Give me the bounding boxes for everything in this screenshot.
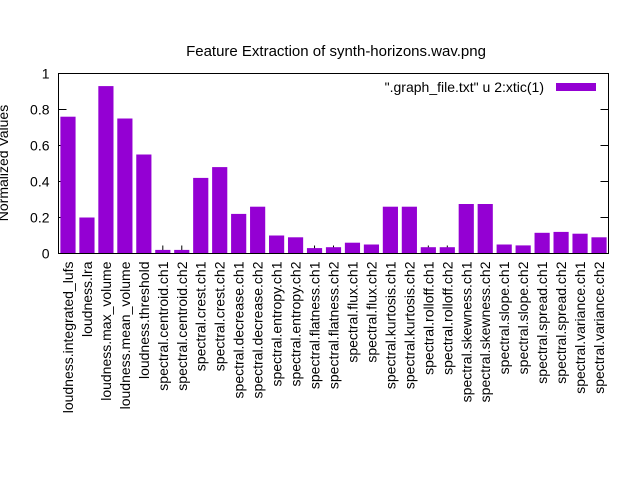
x-tick-label: spectral.entropy.ch2 xyxy=(288,261,304,386)
bar-spectral.slope.ch2 xyxy=(515,245,531,254)
bar-spectral.skewness.ch1 xyxy=(458,204,474,254)
x-tick-label: spectral.centroid.ch2 xyxy=(174,261,190,390)
x-tick-label: spectral.flux.ch2 xyxy=(363,261,379,362)
legend: ".graph_file.txt" u 2:xtic(1) xyxy=(385,79,596,95)
bars xyxy=(60,86,607,254)
x-tick-label: spectral.kurtosis.ch1 xyxy=(382,261,398,389)
bar-spectral.crest.ch1 xyxy=(193,177,209,254)
bar-spectral.variance.ch2 xyxy=(591,237,607,254)
y-tick-label: 0.8 xyxy=(30,102,50,118)
x-tick-label: spectral.rolloff.ch2 xyxy=(439,261,455,375)
x-tick-label: loudness.mean_volume xyxy=(117,261,133,409)
bar-spectral.kurtosis.ch1 xyxy=(382,206,398,254)
bar-spectral.slope.ch1 xyxy=(496,244,512,254)
bar-spectral.flux.ch1 xyxy=(344,242,361,254)
x-tick-label: loudness.threshold xyxy=(136,262,152,380)
plot-frame xyxy=(58,73,609,254)
y-tick-label: 0 xyxy=(42,246,50,262)
x-tick-label: spectral.crest.ch1 xyxy=(193,261,209,371)
y-axis-label: Normalized Values xyxy=(0,105,11,221)
y-tick-label: 0.2 xyxy=(30,210,50,226)
bar-loudness.integrated_lufs xyxy=(60,116,76,254)
bar-spectral.rolloff.ch1 xyxy=(420,247,436,254)
x-tick-label: loudness.max_volume xyxy=(98,261,114,401)
y-tick-label: 0.6 xyxy=(30,138,50,154)
bar-spectral.variance.ch1 xyxy=(572,233,588,254)
x-tick-label: spectral.variance.ch1 xyxy=(572,261,588,394)
bar-spectral.rolloff.ch2 xyxy=(439,247,455,254)
x-tick-label: spectral.entropy.ch1 xyxy=(269,261,285,386)
x-tick-label: spectral.rolloff.ch1 xyxy=(420,261,436,375)
x-tick-label: spectral.skewness.ch1 xyxy=(458,261,474,402)
x-tick-label: spectral.crest.ch2 xyxy=(212,261,228,371)
y-tick-label: 1 xyxy=(42,66,50,82)
x-tick-label: spectral.slope.ch1 xyxy=(496,261,512,374)
y-tick-labels: 0 0.2 0.4 0.6 0.8 1 xyxy=(30,66,50,262)
bar-spectral.decrease.ch2 xyxy=(250,206,266,254)
bar-loudness.threshold xyxy=(136,154,152,254)
bar-spectral.skewness.ch2 xyxy=(477,204,493,254)
bar-spectral.crest.ch2 xyxy=(212,167,228,254)
bar-loudness.max_volume xyxy=(98,86,114,254)
bar-spectral.flatness.ch2 xyxy=(325,247,342,254)
legend-swatch xyxy=(556,83,596,91)
x-tick-label: loudness.integrated_lufs xyxy=(60,262,76,414)
x-tick-label: spectral.flatness.ch2 xyxy=(326,261,342,389)
bar-spectral.decrease.ch1 xyxy=(231,213,247,254)
x-tick-label: spectral.decrease.ch2 xyxy=(250,261,266,398)
bar-spectral.spread.ch1 xyxy=(534,232,550,254)
bar-spectral.kurtosis.ch2 xyxy=(401,206,417,254)
x-tick-label: spectral.centroid.ch1 xyxy=(155,261,171,390)
x-tick-label: spectral.variance.ch2 xyxy=(591,261,607,394)
bar-spectral.entropy.ch1 xyxy=(269,235,285,254)
bar-spectral.entropy.ch2 xyxy=(287,237,304,254)
x-tick-label: spectral.spread.ch1 xyxy=(534,261,550,383)
x-tick-labels: loudness.integrated_lufs loudness.lra loud… xyxy=(60,261,607,413)
x-tick-label: spectral.flatness.ch1 xyxy=(307,261,323,389)
bar-loudness.lra xyxy=(79,217,95,254)
bar-spectral.flux.ch2 xyxy=(363,244,380,254)
x-tick-label: spectral.flux.ch1 xyxy=(344,261,360,362)
x-tick-label: spectral.kurtosis.ch2 xyxy=(401,261,417,389)
bar-spectral.spread.ch2 xyxy=(553,231,569,254)
x-tick-label: spectral.spread.ch2 xyxy=(553,261,569,383)
x-tick-label: spectral.slope.ch2 xyxy=(515,261,531,374)
chart-title: Feature Extraction of synth-horizons.wav… xyxy=(186,43,486,60)
x-tick-label: spectral.skewness.ch2 xyxy=(477,261,493,402)
x-tick-label: loudness.lra xyxy=(79,261,95,337)
legend-label: ".graph_file.txt" u 2:xtic(1) xyxy=(385,79,544,95)
y-tick-label: 0.4 xyxy=(30,174,50,190)
bar-spectral.flatness.ch1 xyxy=(306,248,323,254)
bar-loudness.mean_volume xyxy=(117,118,133,254)
bar-spectral.centroid.ch1 xyxy=(155,249,171,254)
x-tick-label: spectral.decrease.ch1 xyxy=(231,261,247,398)
bar-spectral.centroid.ch2 xyxy=(174,249,190,254)
